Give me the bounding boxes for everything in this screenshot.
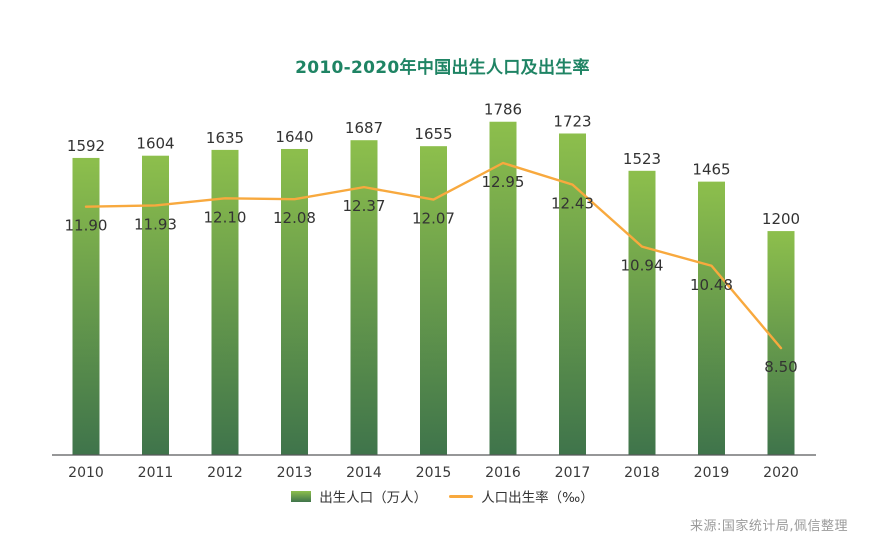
chart-title: 2010-2020年中国出生人口及出生率 [295, 58, 590, 78]
line-value-label: 12.08 [273, 209, 316, 227]
x-axis-label: 2020 [763, 465, 799, 481]
legend-item-birth-population: 出生人口（万人） [291, 486, 427, 506]
line-value-label: 11.90 [65, 217, 108, 235]
line-value-label: 12.95 [482, 173, 525, 191]
bar [350, 140, 378, 455]
bar [489, 121, 517, 456]
x-axis-label: 2010 [68, 465, 104, 481]
x-axis-label: 2018 [624, 465, 660, 481]
bar-value-label: 1592 [67, 137, 105, 155]
line-value-label: 8.50 [764, 358, 797, 376]
line-value-label: 12.10 [204, 208, 247, 226]
x-axis-label: 2011 [138, 465, 174, 481]
bar [559, 133, 586, 455]
bar-value-label: 1687 [345, 119, 383, 137]
legend-label-birth-rate: 人口出生率（‰） [481, 490, 594, 506]
legend-label-birth-population: 出生人口（万人） [319, 490, 428, 506]
bar-value-label: 1655 [414, 125, 452, 143]
bar [628, 170, 656, 455]
bar-value-label: 1523 [623, 150, 661, 168]
bar-value-label: 1723 [553, 112, 591, 130]
x-axis-label: 2015 [416, 465, 452, 481]
bar-value-label: 1604 [136, 135, 174, 153]
bar-value-label: 1635 [206, 129, 244, 147]
line-value-label: 12.43 [551, 195, 594, 213]
x-axis-label: 2013 [277, 465, 313, 481]
x-axis-label: 2014 [346, 465, 382, 481]
x-axis-label: 2012 [207, 465, 243, 481]
legend-item-birth-rate: 人口出生率（‰） [449, 486, 594, 506]
line-value-label: 10.94 [621, 257, 664, 275]
bar [211, 149, 239, 455]
x-axis-label: 2016 [485, 465, 521, 481]
line-value-label: 12.37 [343, 197, 386, 215]
line-value-label: 11.93 [134, 215, 177, 233]
bar-value-label: 1200 [762, 210, 800, 228]
bar [281, 148, 308, 455]
x-axis-label: 2017 [555, 465, 591, 481]
bar-value-label: 1786 [484, 101, 522, 119]
bar [142, 155, 169, 455]
x-axis-label: 2019 [694, 465, 730, 481]
bar-value-label: 1640 [275, 128, 313, 146]
chart-legend: 出生人口（万人） 人口出生率（‰） [0, 486, 885, 506]
bar [420, 146, 447, 455]
bar [767, 231, 795, 455]
source-note: 来源:国家统计局,佩信整理 [689, 519, 848, 534]
bar [72, 157, 100, 455]
bar [698, 181, 725, 456]
line-series-swatch-icon [449, 494, 474, 498]
bar-value-label: 1465 [692, 161, 730, 179]
bar-series-swatch-icon [291, 490, 312, 502]
birth-rate-line [84, 161, 783, 350]
line-value-label: 10.48 [690, 276, 733, 294]
line-value-label: 12.07 [412, 210, 455, 228]
